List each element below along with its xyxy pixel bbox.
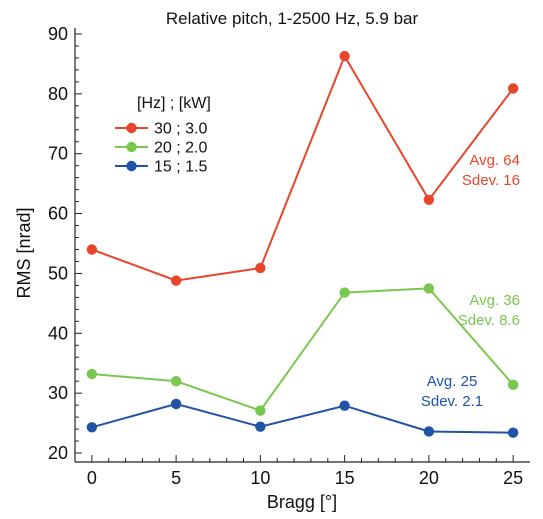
- series-layer: [86, 50, 519, 438]
- data-point: [339, 287, 350, 298]
- data-point: [255, 262, 266, 274]
- data-point: [339, 50, 350, 62]
- annotations: Avg. 64 Sdev. 16 Avg. 36 Sdev. 8.6 Avg. 25 Sd…: [421, 152, 520, 410]
- annotation-line: Avg. 64: [469, 152, 520, 169]
- legend: [Hz] ; [kW] 30 ; 3.0 20 ; 2.0 15 ; 1.5: [115, 95, 211, 176]
- series-line-0: [91, 53, 514, 282]
- data-point: [255, 421, 266, 432]
- data-point: [507, 83, 519, 94]
- y-tick-label: 50: [48, 263, 68, 283]
- legend-marker: [126, 141, 137, 153]
- annotation-line: Sdev. 8.6: [458, 312, 520, 329]
- data-point: [507, 379, 519, 390]
- data-point: [423, 283, 435, 294]
- series-line-2: [91, 402, 514, 434]
- axes: 20 30 40 50 60 70 80 90 0 5 10 15 20 25: [48, 24, 530, 488]
- data-point: [170, 275, 182, 286]
- y-tick-label: 40: [48, 323, 68, 343]
- x-tick-label: 10: [250, 468, 270, 488]
- legend-marker: [126, 160, 137, 172]
- x-tick-label: 20: [419, 468, 439, 488]
- data-point: [423, 426, 435, 437]
- data-point: [507, 427, 519, 438]
- annotation-line: Sdev. 2.1: [421, 393, 483, 410]
- x-tick-label: 25: [503, 468, 523, 488]
- x-tick-label: 5: [171, 468, 181, 488]
- legend-title: [Hz] ; [kW]: [137, 95, 211, 112]
- x-tick-label: 0: [87, 468, 97, 488]
- data-point: [423, 194, 435, 206]
- data-point: [255, 405, 266, 416]
- legend-label: 30 ; 3.0: [154, 121, 207, 138]
- y-tick-label: 30: [48, 383, 68, 403]
- data-point: [339, 400, 350, 411]
- y-tick-label: 20: [48, 443, 68, 463]
- legend-label: 20 ; 2.0: [154, 140, 207, 157]
- legend-label: 15 ; 1.5: [154, 159, 207, 176]
- series-line-1: [91, 287, 514, 412]
- annotation-line: Avg. 25: [427, 373, 478, 390]
- y-tick-label: 70: [48, 144, 68, 164]
- x-tick-label: 15: [335, 468, 355, 488]
- data-point: [170, 375, 182, 387]
- data-point: [170, 398, 182, 410]
- x-axis-label: Bragg [°]: [267, 492, 337, 512]
- data-point: [86, 244, 98, 255]
- annotation-line: Avg. 36: [469, 292, 520, 309]
- chart-title: Relative pitch, 1-2500 Hz, 5.9 bar: [166, 9, 419, 28]
- y-tick-label: 60: [48, 204, 68, 224]
- y-tick-label: 90: [48, 24, 68, 44]
- legend-marker: [126, 122, 137, 134]
- y-tick-label: 80: [48, 84, 68, 104]
- data-point: [86, 422, 98, 433]
- annotation-line: Sdev. 16: [462, 172, 520, 189]
- data-point: [86, 368, 98, 380]
- y-axis-label: RMS [nrad]: [14, 207, 34, 298]
